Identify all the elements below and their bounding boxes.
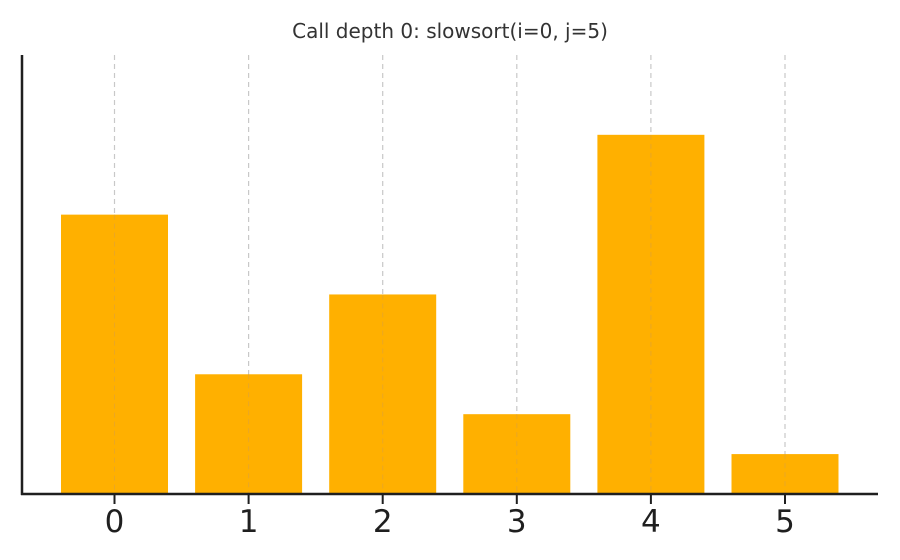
bar-4 (597, 134, 705, 494)
chart-title: Call depth 0: slowsort(i=0, j=5) (292, 19, 608, 43)
x-tick-label-2: 2 (373, 504, 393, 540)
x-tick-label-5: 5 (775, 504, 795, 540)
x-tick-label-0: 0 (105, 504, 125, 540)
gridlines-overlay (114, 134, 786, 494)
x-tick-label-3: 3 (507, 504, 527, 540)
x-tick-label-1: 1 (239, 504, 259, 540)
bars (61, 134, 839, 495)
x-tick-label-4: 4 (641, 504, 661, 540)
x-axis-ticks: 0 1 2 3 4 5 (105, 494, 795, 540)
